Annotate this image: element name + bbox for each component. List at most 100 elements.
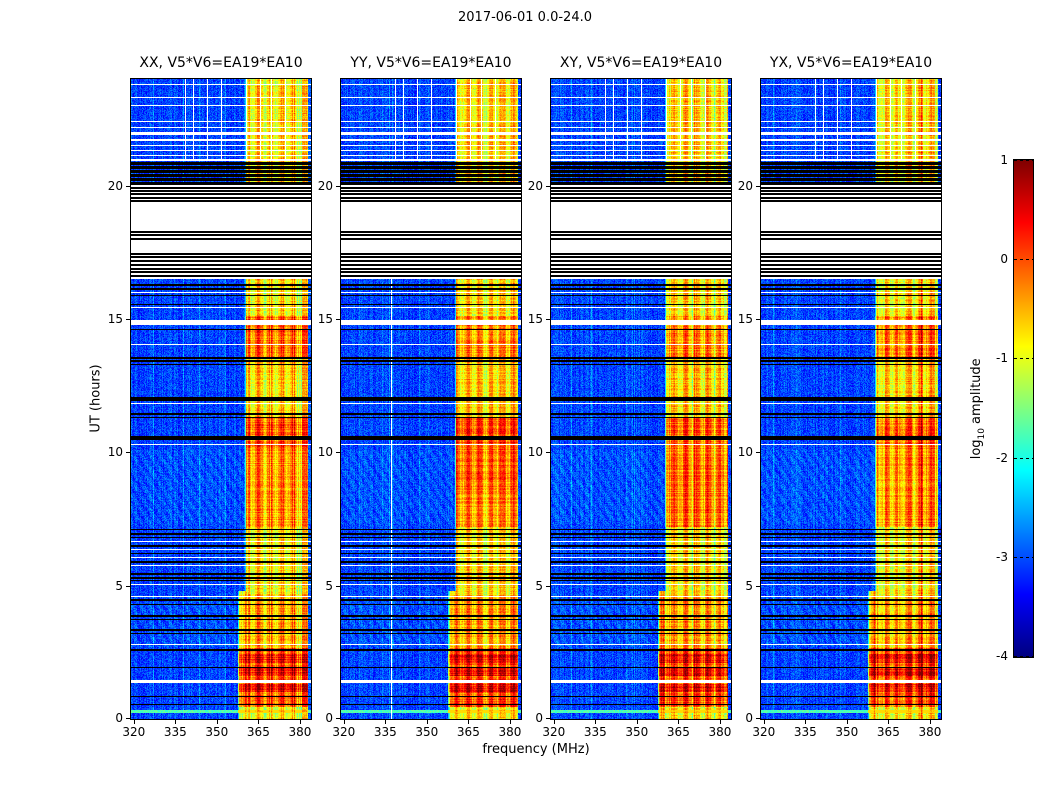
x-tick-mark [468,720,470,724]
x-tick-label: 335 [373,725,397,739]
x-axis-label: frequency (MHz) [482,742,590,757]
x-tick-label: 350 [415,725,439,739]
y-tick-label: 10 [317,445,333,460]
x-tick-label: 380 [708,725,732,739]
y-tick-mark [546,185,550,187]
y-tick-mark [756,319,760,320]
y-tick-label: 15 [737,312,753,326]
figure-title: 2017-06-01 0.0-24.0 [458,10,592,25]
y-tick-mark [546,585,550,587]
y-tick-label: 0 [325,711,333,725]
spectrogram-canvas-xy [550,78,732,720]
colorbar-tick-label: 1 [1000,153,1008,167]
x-tick-label: 335 [583,725,607,739]
y-tick-label: 0 [535,711,543,725]
x-tick-mark [636,720,638,724]
x-tick-mark [929,720,931,724]
y-tick-mark [546,718,550,719]
x-tick-label: 380 [918,725,942,739]
x-tick-mark [719,720,721,724]
y-tick-label: 5 [745,578,753,593]
y-tick-label: 10 [527,445,543,460]
x-tick-mark [299,720,301,724]
y-tick-mark [336,718,340,719]
x-tick-label: 320 [542,725,566,739]
panel-title-yy: YY, V5*V6=EA19*EA10 [350,55,512,71]
colorbar-tick-label: 0 [1000,252,1008,267]
x-tick-mark [258,720,260,724]
y-tick-mark [756,452,760,454]
y-tick-label: 20 [317,178,333,193]
x-tick-label: 365 [876,725,900,739]
y-tick-label: 20 [737,178,753,193]
x-tick-mark [133,720,135,724]
x-tick-mark [343,720,345,724]
y-tick-mark [126,185,130,187]
x-tick-mark [805,720,807,724]
x-tick-label: 350 [835,725,859,739]
x-tick-label: 335 [793,725,817,739]
y-tick-mark [756,585,760,587]
y-tick-label: 20 [527,178,543,193]
colorbar-tick-label: -3 [996,549,1008,564]
x-tick-mark [385,720,387,724]
x-tick-mark [678,720,680,724]
y-tick-mark [546,452,550,454]
x-tick-mark [426,720,428,724]
spectrogram-canvas-xx [130,78,312,720]
y-tick-mark [126,319,130,320]
x-tick-mark [216,720,218,724]
colorbar-label-post: amplitude [969,358,985,425]
y-tick-label: 5 [325,578,333,593]
x-tick-mark [846,720,848,724]
x-tick-label: 350 [625,725,649,739]
x-tick-mark [888,720,890,724]
x-tick-label: 380 [288,725,312,739]
y-tick-mark [336,585,340,587]
y-tick-mark [336,319,340,320]
x-tick-mark [763,720,765,724]
x-tick-label: 350 [205,725,229,739]
x-tick-label: 365 [456,725,480,739]
colorbar-label-sub: 10 [976,428,987,440]
panel-title-yx: YX, V5*V6=EA19*EA10 [769,55,933,71]
spectrogram-canvas-yx [760,78,942,720]
x-tick-mark [509,720,511,724]
y-tick-mark [126,718,130,719]
y-tick-label: 0 [115,711,123,725]
x-tick-label: 380 [498,725,522,739]
x-tick-mark [595,720,597,724]
y-tick-label: 5 [535,578,543,593]
y-tick-mark [756,718,760,719]
panel-title-xy: XY, V5*V6=EA19*EA10 [559,55,723,71]
y-tick-label: 15 [317,312,333,326]
x-tick-mark [175,720,177,724]
y-tick-mark [126,452,130,454]
y-axis-label: UT (hours) [88,364,104,433]
y-tick-mark [336,185,340,187]
y-tick-mark [546,319,550,320]
y-tick-label: 15 [107,312,123,326]
y-tick-mark [756,185,760,187]
colorbar [1013,159,1034,658]
colorbar-tick-label: -1 [996,351,1008,366]
y-tick-label: 15 [527,312,543,326]
x-tick-mark [553,720,555,724]
y-tick-mark [126,585,130,587]
x-tick-label: 365 [666,725,690,739]
y-tick-label: 10 [737,445,753,460]
x-tick-label: 320 [332,725,356,739]
y-tick-mark [336,452,340,454]
colorbar-tick-label: -4 [996,649,1008,663]
colorbar-tick-label: -2 [996,450,1008,465]
y-tick-label: 5 [115,578,123,593]
x-tick-label: 320 [122,725,146,739]
spectrogram-canvas-yy [340,78,522,720]
x-tick-label: 320 [752,725,776,739]
x-tick-label: 335 [163,725,187,739]
x-tick-label: 365 [246,725,270,739]
y-tick-label: 20 [107,178,123,193]
y-tick-label: 0 [745,711,753,725]
panel-title-xx: XX, V5*V6=EA19*EA10 [139,55,303,71]
